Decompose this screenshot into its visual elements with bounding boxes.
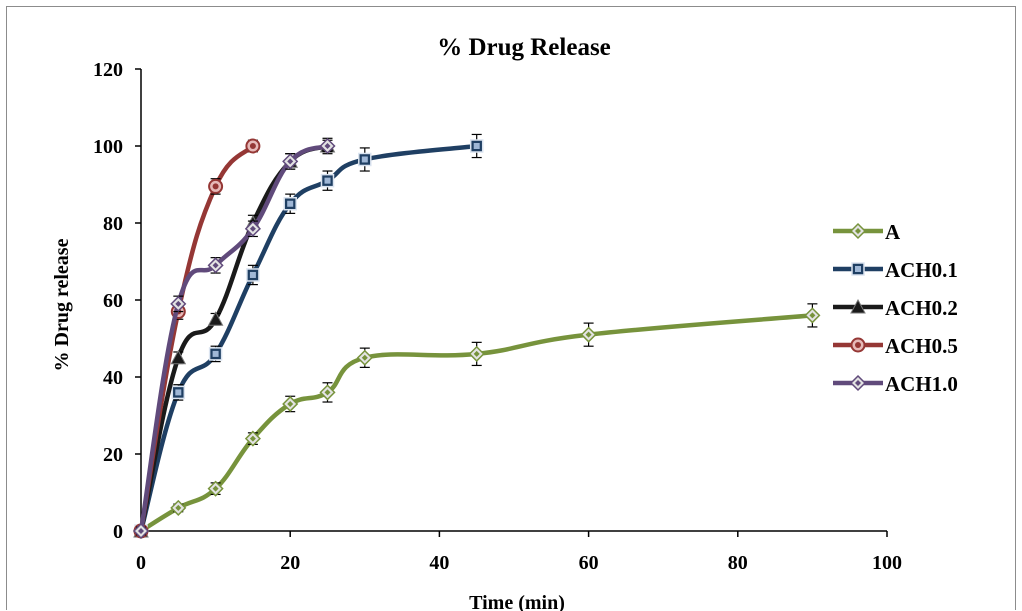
- y-tick-label-3: 60: [103, 290, 123, 312]
- y-tick-label-2: 40: [103, 367, 123, 389]
- data-point-A-9: [804, 307, 821, 324]
- x-tick-label-3: 60: [579, 552, 599, 574]
- x-tick-label-0: 0: [136, 552, 146, 574]
- data-point-A-6: [356, 349, 373, 366]
- series-line-ACH0.5: [138, 143, 256, 534]
- data-point-ACH0.5-2: [208, 178, 224, 194]
- legend-label-ACH0.5: ACH0.5: [885, 334, 958, 358]
- chart-frame: % Drug Release 0 20 40 60 80 100 0 20 40 60 80 100 1…: [6, 6, 1016, 611]
- legend-swatch-marker-ACH0.1: [851, 262, 865, 276]
- legend-swatch-marker-ACH0.2: [850, 298, 866, 314]
- x-tick-label-2: 40: [429, 552, 449, 574]
- y-tick-label-0: 0: [113, 521, 123, 543]
- plot-area: 0 20 40 60 80 100 0 20 40 60 80 100 120: [93, 59, 902, 574]
- legend-label-ACH1.0: ACH1.0: [885, 372, 958, 396]
- y-tick-label-5: 100: [93, 136, 123, 158]
- legend-entry-ACH0.1: ACH0.1: [833, 258, 958, 282]
- legend-entry-ACH0.2: ACH0.2: [833, 296, 958, 320]
- data-point-ACH0.1-7: [469, 139, 484, 153]
- drug-release-chart: % Drug Release 0 20 40 60 80 100 0 20 40 60 80 100 1…: [51, 34, 958, 611]
- data-point-ACH0.1-6: [358, 152, 372, 167]
- legend-label-ACH0.1: ACH0.1: [885, 258, 958, 282]
- legend: A ACH0.1 ACH0.2 ACH0.5 ACH1.0: [833, 220, 958, 396]
- data-point-A-7: [468, 345, 485, 362]
- legend-entry-ACH1.0: ACH1.0: [833, 372, 958, 396]
- data-point-ACH0.1-3: [246, 268, 260, 282]
- data-point-A-5: [319, 384, 336, 401]
- data-point-ACH1.0-3: [244, 220, 261, 237]
- legend-swatch-marker-ACH1.0: [849, 374, 867, 392]
- data-point-ACH0.1-5: [320, 173, 335, 188]
- data-point-ACH1.0-4: [282, 153, 299, 170]
- data-point-A-8: [580, 326, 597, 343]
- series-line-ACH0.1: [138, 143, 479, 534]
- x-axis-label: Time (min): [469, 592, 565, 611]
- data-point-ACH0.1-2: [208, 347, 223, 361]
- chart-title: % Drug Release: [437, 34, 611, 61]
- y-tick-label-4: 80: [103, 213, 123, 235]
- legend-entry-ACH0.5: ACH0.5: [833, 334, 958, 358]
- data-point-ACH0.2-1: [170, 349, 187, 365]
- data-point-ACH0.1-1: [171, 385, 186, 400]
- legend-label-ACH0.2: ACH0.2: [885, 296, 958, 320]
- series-line-ACH1.0: [138, 143, 330, 534]
- y-tick-label-1: 20: [103, 444, 123, 466]
- data-point-A-2: [207, 480, 224, 497]
- y-tick-label-6: 120: [93, 59, 123, 81]
- data-point-A-3: [244, 430, 261, 447]
- y-axis-label: % Drug release: [51, 238, 73, 371]
- data-point-A-1: [170, 499, 187, 516]
- data-point-ACH0.1-4: [283, 197, 297, 211]
- data-point-ACH0.5-3: [245, 138, 261, 154]
- legend-swatch-marker-ACH0.5: [850, 337, 866, 353]
- x-tick-label-4: 80: [728, 552, 748, 574]
- data-point-ACH0.2-2: [207, 311, 224, 326]
- data-point-ACH1.0-5: [319, 137, 336, 155]
- data-point-ACH1.0-0: [132, 522, 150, 540]
- legend-label-A: A: [885, 220, 901, 244]
- x-tick-label-1: 20: [280, 552, 300, 574]
- data-point-A-4: [282, 395, 299, 413]
- data-point-ACH1.0-1: [170, 295, 187, 312]
- legend-swatch-marker-A: [849, 222, 867, 240]
- x-tick-label-5: 100: [872, 552, 902, 574]
- legend-entry-A: A: [833, 220, 901, 244]
- data-point-ACH1.0-2: [207, 257, 224, 274]
